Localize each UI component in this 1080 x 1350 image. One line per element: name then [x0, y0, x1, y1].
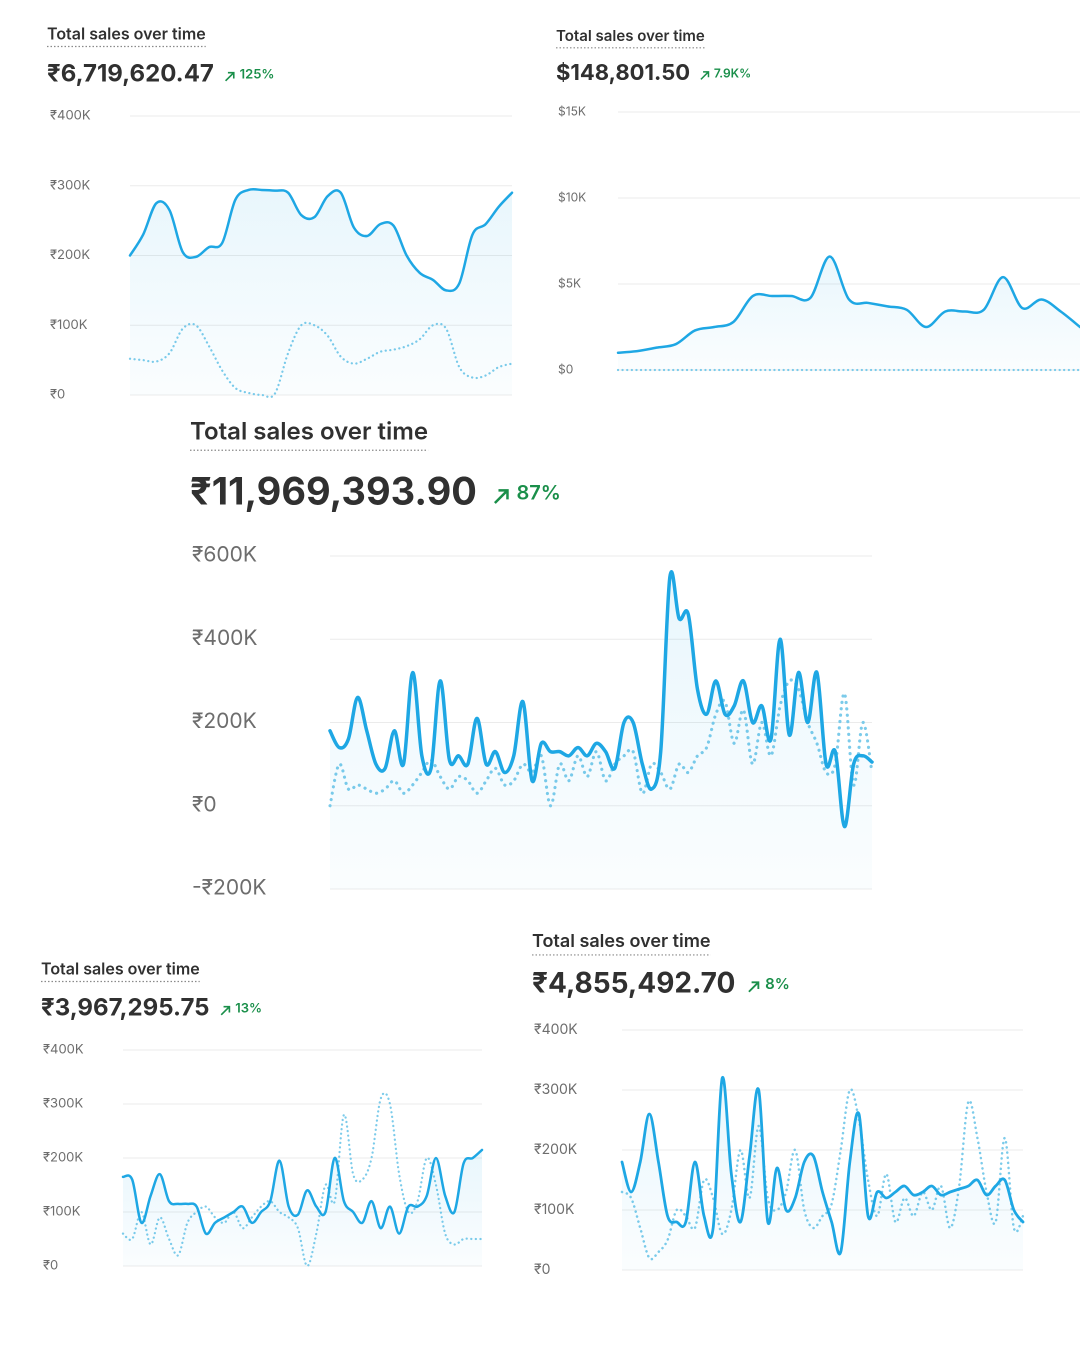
y-tick-label: ₹0 [50, 387, 65, 403]
y-tick-label: ₹300K [43, 1096, 83, 1112]
y-tick-label: ₹0 [43, 1258, 58, 1274]
chart: Total sales over time ₹4,855,492.70 8% ₹0 ₹1… [532, 931, 1025, 1278]
chart-title: Total sales over time [532, 931, 711, 952]
change-percent: 8% [765, 974, 790, 993]
y-tick-label: $5K [558, 275, 581, 290]
y-tick-label: ₹200K [534, 1141, 578, 1158]
total-value: ₹3,967,295.75 [41, 993, 210, 1022]
y-tick-label: ₹100K [43, 1204, 81, 1220]
area-fill [618, 256, 1080, 370]
y-tick-label: ₹200K [43, 1150, 83, 1166]
area-fill [330, 571, 872, 889]
chart: Total sales over time ₹11,969,393.90 87% -₹… [190, 417, 874, 901]
chart-title: Total sales over time [41, 958, 200, 978]
chart-title: Total sales over time [47, 23, 206, 43]
area-fill [622, 1077, 1023, 1270]
change-percent: 7.9K% [714, 65, 751, 80]
change-arrow [700, 71, 710, 80]
y-tick-label: ₹100K [534, 1201, 575, 1218]
y-tick-label: ₹200K [50, 247, 90, 263]
line-solid [121, 1148, 484, 1236]
y-tick-label: ₹600K [192, 543, 257, 568]
y-tick-label: ₹400K [534, 1021, 578, 1038]
line-solid [620, 1076, 1025, 1256]
y-tick-label: ₹0 [192, 792, 217, 817]
y-tick-label: ₹400K [50, 108, 91, 124]
chart-title: Total sales over time [190, 417, 428, 446]
y-tick-label: ₹200K [192, 709, 257, 734]
y-tick-label: $15K [558, 103, 586, 118]
y-tick-label: ₹300K [50, 177, 90, 193]
chart: Total sales over time $148,801.50 7.9K% $0 $… [556, 26, 1080, 376]
line-solid [328, 570, 874, 829]
chart: Total sales over time ₹6,719,620.47 125% ₹0… [47, 23, 514, 403]
change-arrow [220, 1005, 231, 1016]
line-solid [128, 187, 514, 293]
y-tick-label: $0 [558, 361, 573, 376]
chart: Total sales over time ₹3,967,295.75 13% ₹0 ₹… [41, 958, 484, 1274]
change-percent: 13% [235, 1001, 262, 1017]
change-arrow [493, 489, 509, 504]
y-tick-label: -₹200K [192, 876, 266, 901]
total-value: ₹11,969,393.90 [190, 468, 477, 514]
line-solid [616, 255, 1080, 355]
total-value: ₹6,719,620.47 [47, 59, 214, 88]
change-percent: 87% [516, 480, 560, 504]
change-arrow [748, 981, 760, 993]
y-tick-label: ₹400K [192, 626, 258, 651]
y-tick-label: ₹0 [534, 1261, 550, 1278]
y-tick-label: ₹400K [43, 1042, 84, 1058]
total-value: $148,801.50 [556, 60, 690, 86]
change-percent: 125% [240, 67, 275, 83]
area-fill [123, 1149, 482, 1266]
area-fill [130, 189, 512, 395]
change-arrow [225, 71, 235, 82]
chart-title: Total sales over time [556, 26, 705, 45]
total-value: ₹4,855,492.70 [532, 966, 735, 1000]
y-tick-label: $10K [558, 189, 586, 204]
y-tick-label: ₹300K [534, 1081, 578, 1098]
y-tick-label: ₹100K [50, 317, 88, 333]
